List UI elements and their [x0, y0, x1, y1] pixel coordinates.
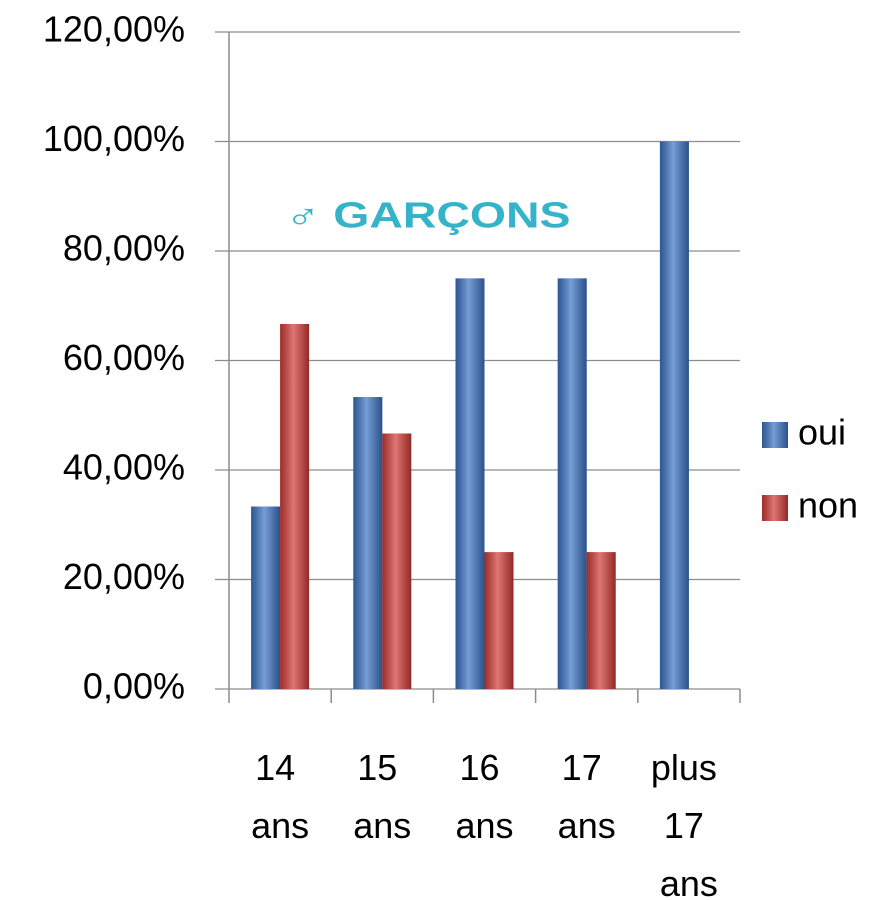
y-tick-label: 80,00%	[63, 228, 185, 269]
x-tick-label: 17 ans	[558, 747, 616, 846]
legend-label: oui	[798, 412, 846, 453]
x-tick-label: 16 ans	[455, 747, 513, 846]
y-tick-label: 120,00%	[43, 9, 185, 50]
legend-swatch-shine	[762, 495, 788, 521]
bar-shine	[353, 397, 383, 689]
y-tick-label: 100,00%	[43, 118, 185, 159]
bar-shine	[484, 552, 514, 689]
bar-shine	[251, 506, 281, 689]
bar-shine	[659, 141, 689, 689]
x-tick-label: 15 ans	[353, 747, 411, 846]
y-tick-label: 40,00%	[63, 447, 185, 488]
legend-swatch-shine	[762, 422, 788, 448]
y-tick-label: 0,00%	[83, 666, 185, 707]
x-tick-label: plus 17 ans	[651, 747, 727, 900]
bar-shine	[382, 433, 412, 689]
annotation: ♂ GARÇONS	[286, 195, 571, 236]
y-tick-label: 20,00%	[63, 556, 185, 597]
bar-shine	[455, 278, 485, 689]
bar-shine	[586, 552, 616, 689]
bar-shine	[557, 278, 587, 689]
x-tick-label: 14 ans	[251, 747, 309, 846]
y-tick-label: 60,00%	[63, 337, 185, 378]
bar-shine	[280, 323, 310, 689]
legend-label: non	[798, 485, 858, 526]
